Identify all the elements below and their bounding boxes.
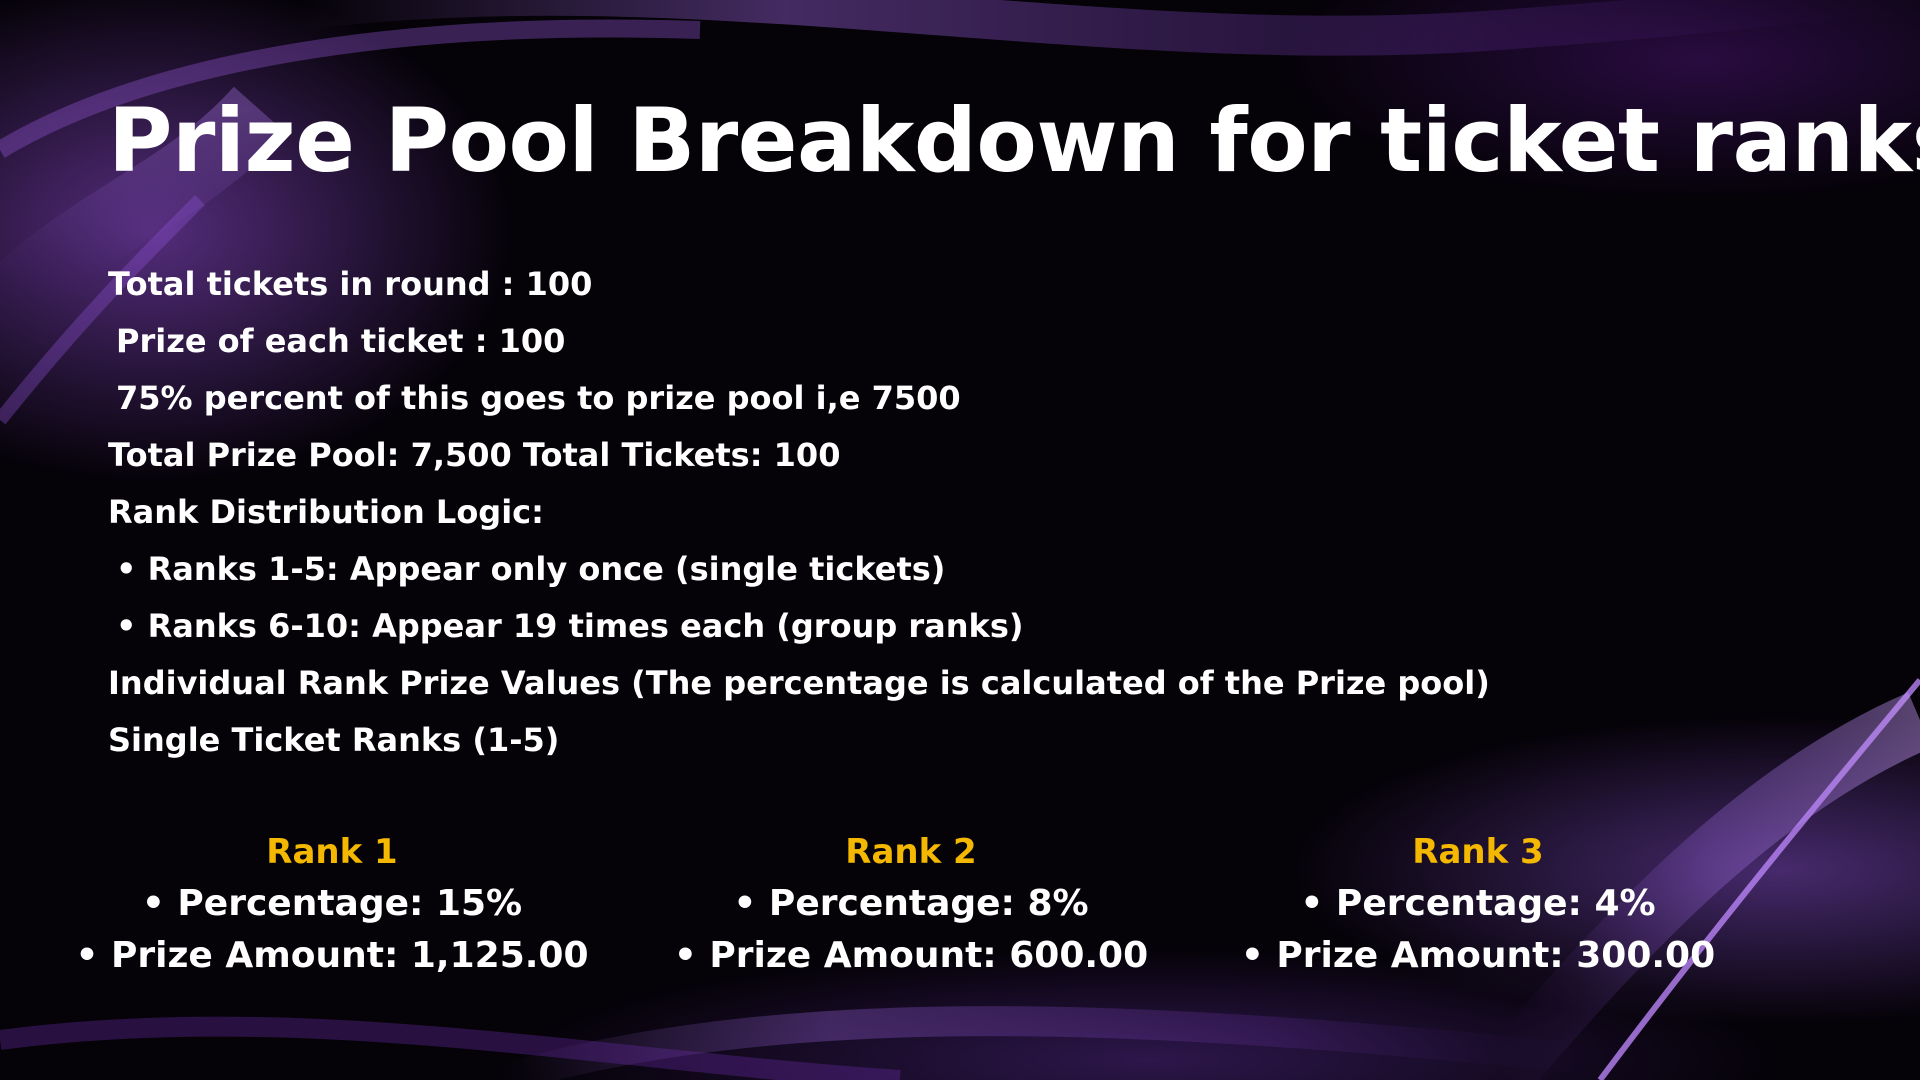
rank-title: Rank 2 — [845, 832, 977, 872]
slide-title: Prize Pool Breakdown for ticket ranks — [108, 89, 1920, 192]
info-line-prize-values-heading: Individual Rank Prize Values (The percen… — [108, 664, 1490, 702]
rank-percentage: • Percentage: 15% — [141, 883, 523, 924]
info-list: Total tickets in round : 100 Prize of ea… — [108, 256, 1490, 769]
info-line-ranks-6-10: • Ranks 6-10: Appear 19 times each (grou… — [116, 607, 1024, 645]
info-line-single-ranks-heading: Single Ticket Ranks (1-5) — [108, 721, 560, 759]
rank-prize-amount: • Prize Amount: 300.00 — [1240, 935, 1716, 976]
rank-card-2: Rank 2 • Percentage: 8% • Prize Amount: … — [631, 826, 1191, 982]
rank-cards: Rank 1 • Percentage: 15% • Prize Amount:… — [0, 826, 1920, 996]
info-line-ticket-prize: Prize of each ticket : 100 — [116, 322, 566, 360]
rank-title: Rank 3 — [1412, 832, 1544, 872]
rank-card-1: Rank 1 • Percentage: 15% • Prize Amount:… — [52, 826, 612, 982]
info-line-ranks-1-5: • Ranks 1-5: Appear only once (single ti… — [116, 550, 946, 588]
rank-prize-amount: • Prize Amount: 1,125.00 — [75, 935, 589, 976]
info-line-distribution-heading: Rank Distribution Logic: — [108, 493, 544, 531]
rank-percentage: • Percentage: 4% — [1300, 883, 1656, 924]
info-line-total-tickets: Total tickets in round : 100 — [108, 265, 593, 303]
info-line-prize-pool-percent: 75% percent of this goes to prize pool i… — [116, 379, 961, 417]
rank-prize-amount: • Prize Amount: 600.00 — [673, 935, 1149, 976]
rank-card-3: Rank 3 • Percentage: 4% • Prize Amount: … — [1198, 826, 1758, 982]
rank-percentage: • Percentage: 8% — [733, 883, 1089, 924]
info-line-totals: Total Prize Pool: 7,500 Total Tickets: 1… — [108, 436, 841, 474]
rank-title: Rank 1 — [266, 832, 398, 872]
